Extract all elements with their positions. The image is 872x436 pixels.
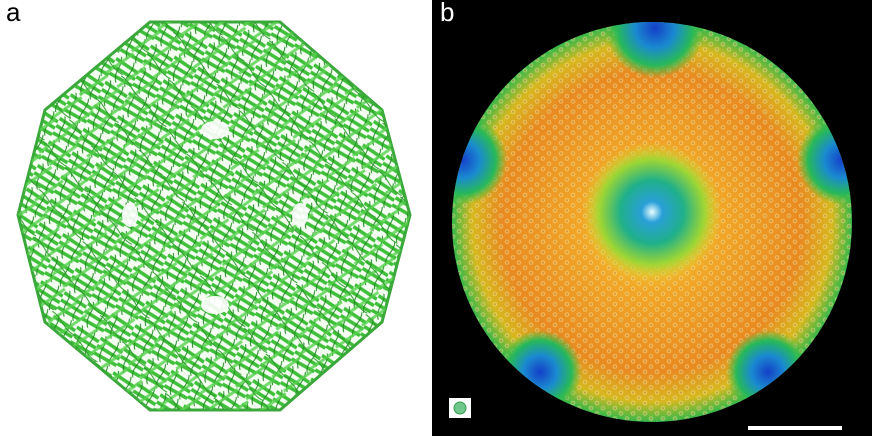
panel-label: a xyxy=(6,0,21,27)
scale-bar xyxy=(748,426,842,430)
legend-icon xyxy=(454,402,466,414)
panel-a: a xyxy=(0,0,430,436)
figure: a b xyxy=(0,0,872,436)
panel-label: b xyxy=(440,0,454,27)
panel-b: b xyxy=(417,0,872,436)
page: a b (() => { const data = JSON.parse(doc… xyxy=(0,0,872,436)
